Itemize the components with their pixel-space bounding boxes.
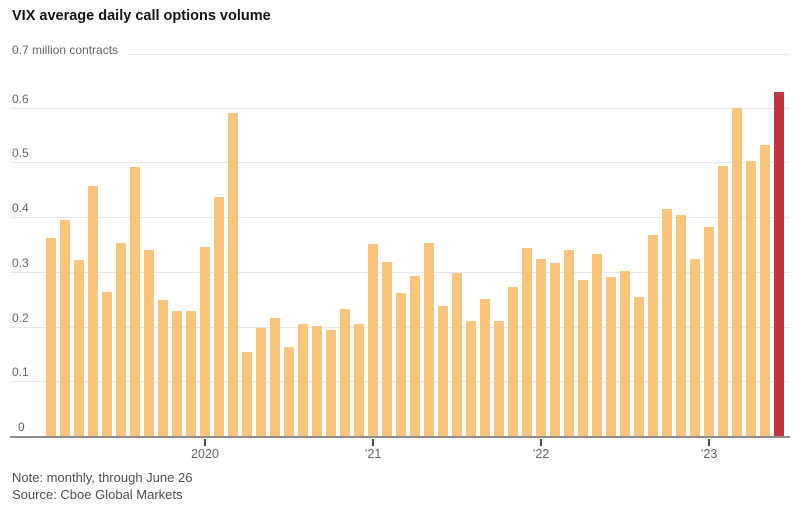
bar-mar-2023	[732, 108, 742, 437]
bar-oct-2019	[158, 299, 168, 437]
y-axis-label-0.1: 0.1	[12, 365, 29, 380]
bar-feb-2019	[46, 238, 56, 437]
gridline-0.6	[10, 107, 790, 109]
chart-title: VIX average daily call options volume	[12, 8, 271, 24]
y-axis-label-0.3: 0.3	[12, 255, 29, 270]
bar-dec-2019	[186, 311, 196, 437]
gridline-0.3	[10, 271, 790, 273]
bar-mar-2020	[228, 112, 238, 437]
bar-apr-2021	[410, 276, 420, 437]
bar-aug-2020	[298, 324, 308, 437]
bar-feb-2022	[550, 262, 560, 437]
bar-aug-2021	[466, 321, 476, 437]
bar-oct-2020	[326, 330, 336, 437]
bar-sep-2019	[144, 250, 154, 437]
bar-nov-2021	[508, 287, 518, 437]
x-axis-tick-22	[540, 439, 542, 446]
bar-jul-2020	[284, 347, 294, 437]
bar-jul-2019	[116, 242, 126, 437]
y-axis-label-0.2: 0.2	[12, 310, 29, 325]
x-axis-label-23: ’23	[700, 447, 718, 461]
gridline-top	[10, 54, 790, 55]
chart-source: Source: Cboe Global Markets	[12, 487, 183, 502]
bar-jun-2023	[774, 92, 784, 437]
bar-jan-2021	[368, 244, 378, 437]
plot-area: 0.7 million contracts 0.6 0.5 0.4 0.3 0.2 0.1…	[10, 43, 790, 461]
bar-sep-2020	[312, 325, 322, 437]
bar-jul-2022	[620, 271, 630, 437]
bar-nov-2020	[340, 309, 350, 437]
bar-aug-2019	[130, 167, 140, 437]
bar-oct-2021	[494, 320, 504, 437]
bar-dec-2022	[690, 259, 700, 437]
bar-mar-2021	[396, 292, 406, 437]
x-axis-label-2020: 2020	[191, 447, 219, 461]
bar-nov-2019	[172, 310, 182, 437]
gridline-0.4	[10, 217, 790, 219]
bar-apr-2019	[74, 259, 84, 437]
bar-sep-2022	[648, 235, 658, 437]
bar-may-2022	[592, 254, 602, 437]
bar-jan-2020	[200, 247, 210, 437]
bar-feb-2023	[718, 166, 728, 437]
x-axis-tick-23	[708, 439, 710, 446]
bar-aug-2022	[634, 296, 644, 437]
bar-may-2021	[424, 243, 434, 437]
bar-jun-2022	[606, 276, 616, 437]
bar-dec-2021	[522, 248, 532, 437]
bar-oct-2022	[662, 208, 672, 437]
bar-jan-2022	[536, 258, 546, 437]
bar-mar-2022	[564, 250, 574, 437]
x-axis-tick-21	[372, 439, 374, 446]
bar-feb-2020	[214, 197, 224, 437]
x-axis-label-22: ’22	[532, 447, 550, 461]
y-axis-label-0.6: 0.6	[12, 91, 29, 106]
bar-jun-2021	[438, 306, 448, 437]
bar-apr-2023	[746, 160, 756, 437]
bar-feb-2021	[382, 261, 392, 437]
bar-nov-2022	[676, 214, 686, 437]
bar-dec-2020	[354, 323, 364, 437]
y-axis-label-0.4: 0.4	[12, 201, 29, 216]
x-axis-label-21: ’21	[364, 447, 382, 461]
bar-sep-2021	[480, 298, 490, 437]
bar-mar-2019	[60, 220, 70, 437]
bar-may-2023	[760, 145, 770, 437]
bar-jul-2021	[452, 272, 462, 437]
x-axis-tick-2020	[204, 439, 206, 446]
x-axis-line	[10, 436, 790, 438]
bar-jun-2020	[270, 317, 280, 437]
bar-jan-2023	[704, 227, 714, 437]
chart-note: Note: monthly, through June 26	[12, 470, 193, 485]
bar-may-2020	[256, 327, 266, 437]
bar-jun-2019	[102, 291, 112, 437]
gridline-0.5	[10, 162, 790, 164]
bar-apr-2020	[242, 352, 252, 437]
y-axis-unit-label: 0.7 million contracts	[12, 43, 129, 58]
bar-may-2019	[88, 186, 98, 437]
y-axis-label-0.5: 0.5	[12, 146, 29, 161]
y-axis-label-0: 0	[18, 420, 25, 434]
bar-apr-2022	[578, 280, 588, 437]
